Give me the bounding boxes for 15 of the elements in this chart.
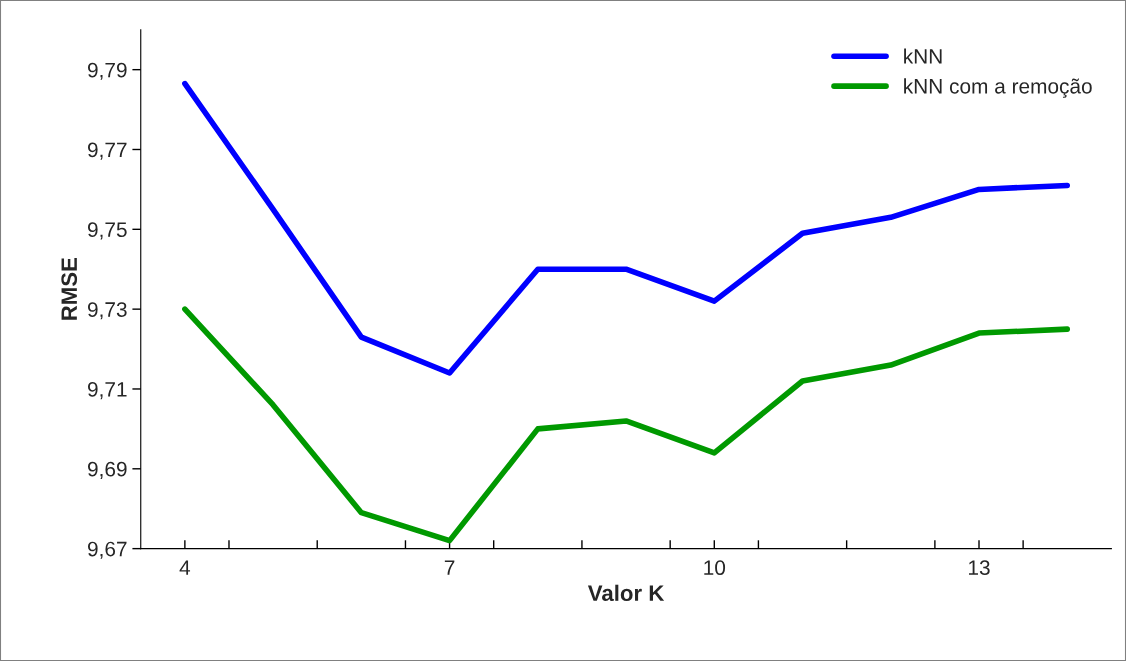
y-tick-label: 9,73 xyxy=(87,302,127,320)
y-tick-label: 9,69 xyxy=(87,461,127,480)
y-tick-label: 9,71 xyxy=(87,381,127,400)
y-tick-label: 9,79 xyxy=(87,62,127,80)
x-tick-label: 10 xyxy=(704,560,726,576)
y-tick-label: 9,77 xyxy=(87,142,127,160)
legend-label: kNN com a remoção xyxy=(904,78,1092,98)
x-tick-label: 7 xyxy=(444,560,455,575)
y-axis-title: RMSE xyxy=(61,257,78,320)
x-tick-label: 4 xyxy=(179,560,191,575)
x-axis-title: Valor K xyxy=(587,584,665,602)
y-tick-label: 9,67 xyxy=(87,541,127,559)
x-tick-label: 13 xyxy=(969,560,990,576)
legend-label: kNN xyxy=(904,48,942,64)
y-tick-label: 9,75 xyxy=(87,222,127,240)
